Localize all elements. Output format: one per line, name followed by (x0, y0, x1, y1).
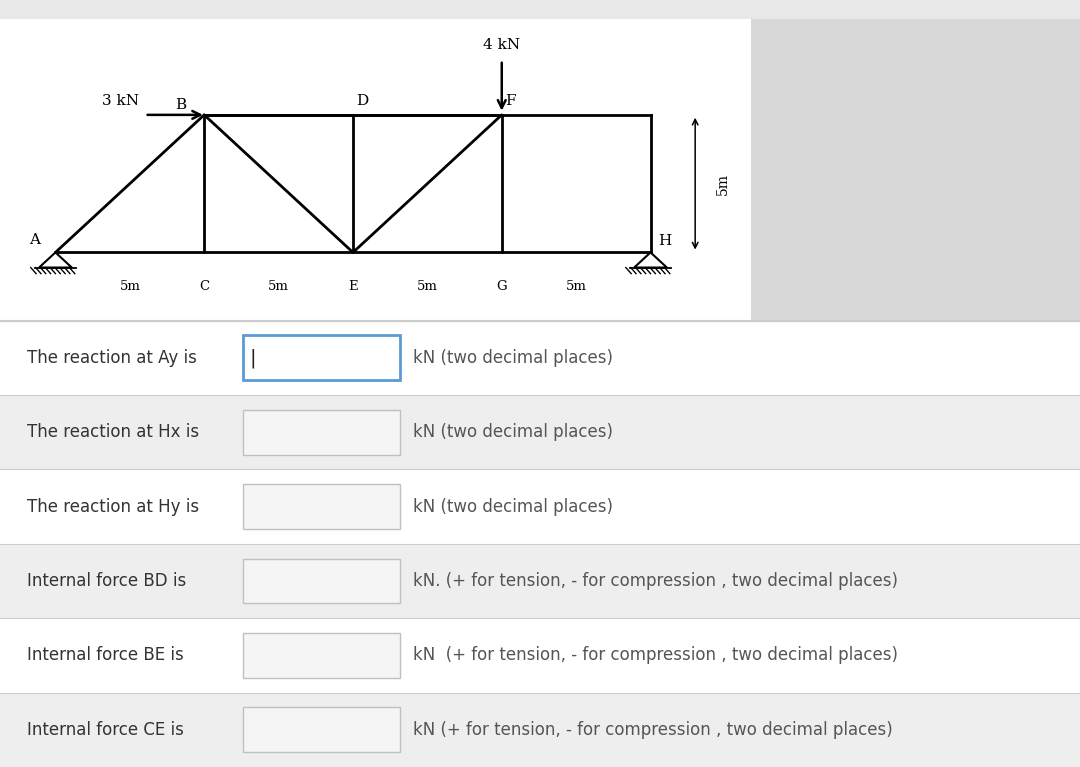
Text: Internal force CE is: Internal force CE is (27, 721, 184, 739)
Text: 5m: 5m (566, 280, 586, 293)
Text: 5m: 5m (716, 173, 730, 195)
Text: |: | (249, 348, 256, 367)
Text: kN. (+ for tension, - for compression , two decimal places): kN. (+ for tension, - for compression , … (413, 572, 897, 590)
Text: Internal force BD is: Internal force BD is (27, 572, 186, 590)
Text: kN  (+ for tension, - for compression , two decimal places): kN (+ for tension, - for compression , t… (413, 647, 897, 664)
Text: Internal force BE is: Internal force BE is (27, 647, 184, 664)
Text: H: H (658, 234, 672, 249)
Text: F: F (504, 94, 515, 108)
Text: B: B (175, 98, 187, 112)
Text: E: E (348, 280, 357, 293)
Text: kN (two decimal places): kN (two decimal places) (413, 423, 612, 441)
Text: 5m: 5m (120, 280, 140, 293)
Text: 4 kN: 4 kN (483, 38, 521, 51)
Text: G: G (497, 280, 508, 293)
Text: kN (two decimal places): kN (two decimal places) (413, 498, 612, 515)
Text: The reaction at Hx is: The reaction at Hx is (27, 423, 199, 441)
Text: kN (+ for tension, - for compression , two decimal places): kN (+ for tension, - for compression , t… (413, 721, 892, 739)
Text: C: C (199, 280, 210, 293)
Text: 5m: 5m (268, 280, 289, 293)
Text: D: D (356, 94, 368, 108)
Text: 5m: 5m (417, 280, 437, 293)
Text: The reaction at Hy is: The reaction at Hy is (27, 498, 199, 515)
Text: 3 kN: 3 kN (102, 94, 138, 108)
Text: A: A (29, 233, 41, 247)
Text: kN (two decimal places): kN (two decimal places) (413, 349, 612, 367)
Text: The reaction at Ay is: The reaction at Ay is (27, 349, 197, 367)
